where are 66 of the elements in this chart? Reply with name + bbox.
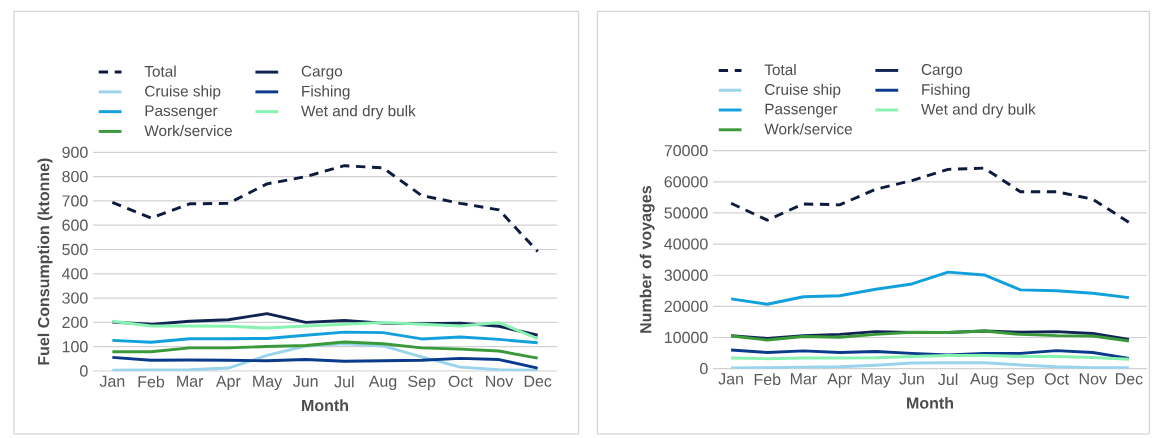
x-tick-label: Feb (138, 375, 165, 388)
legend-label: Total (764, 63, 796, 76)
line-series (110, 330, 540, 345)
legend-label: Work/service (144, 124, 232, 137)
x-tick-label: Dec (524, 375, 552, 387)
y-tick-label: 10000 (665, 331, 708, 344)
legend-label: Cruise ship (145, 85, 221, 100)
legend-label: Work/service (764, 123, 852, 135)
x-tick-label: Jun (899, 373, 924, 385)
y-axis-title: Number of voyages (639, 186, 655, 333)
legend-label: Cargo (921, 64, 963, 78)
y-tick-label: 20000 (664, 300, 708, 313)
x-tick-label: May (253, 375, 283, 391)
x-tick-label: Apr (215, 375, 241, 391)
y-tick-label: 0 (700, 362, 708, 375)
y-tick-label: 500 (62, 243, 88, 256)
y-tick-label: 400 (61, 268, 88, 280)
line-series (729, 166, 1131, 224)
line-series (110, 340, 540, 360)
y-tick-label: 900 (62, 146, 88, 158)
y-tick-label: 300 (62, 292, 88, 304)
legend-label: Passenger (765, 103, 838, 118)
y-tick-label: 700 (62, 195, 88, 207)
x-axis-title: Month (302, 399, 349, 412)
legend-label: Total (144, 65, 176, 77)
x-tick-label: Mar (790, 373, 817, 385)
legend-label: Passenger (145, 105, 218, 120)
x-tick-label: Sep (408, 375, 436, 391)
x-tick-label: Mar (177, 375, 204, 387)
x-tick-label: Jul (334, 375, 354, 388)
y-tick-label: 60000 (664, 176, 708, 188)
x-tick-label: Nov (486, 375, 514, 387)
legend-label: Fishing (302, 85, 350, 100)
y-axis-title: Fuel Consumption (ktonne) (37, 158, 53, 365)
legend-label: Fishing (922, 83, 970, 98)
y-tick-label: 0 (80, 365, 88, 377)
x-tick-label: Jul (938, 373, 958, 386)
legend-label: Wet and dry bulk (301, 105, 416, 120)
y-tick-label: 30000 (664, 269, 708, 281)
x-axis-title: Month (907, 397, 953, 409)
legend-label: Wet and dry bulk (921, 103, 1036, 118)
legend-label: Cargo (301, 65, 343, 80)
line-series (729, 270, 1131, 306)
line-series (110, 164, 540, 253)
y-tick-label: 100 (62, 341, 88, 353)
x-tick-label: Jan (718, 373, 743, 385)
line-series (110, 319, 540, 341)
x-tick-label: Sep (1006, 373, 1034, 388)
x-tick-label: Jun (293, 375, 318, 387)
y-tick-label: 70000 (664, 145, 708, 157)
x-tick-label: Aug (368, 375, 397, 391)
x-tick-label: Aug (970, 373, 998, 388)
y-tick-label: 600 (62, 219, 88, 231)
y-tick-label: 800 (62, 170, 88, 183)
x-tick-label: May (861, 373, 891, 388)
x-tick-label: Feb (754, 373, 781, 386)
x-tick-label: Nov (1079, 373, 1107, 385)
y-tick-label: 200 (62, 316, 88, 329)
y-tick-label: 40000 (664, 238, 708, 250)
legend-label: Cruise ship (765, 83, 841, 98)
y-tick-label: 50000 (664, 207, 708, 219)
x-tick-label: Oct (448, 375, 473, 388)
x-tick-label: Dec (1116, 373, 1143, 385)
x-tick-label: Apr (827, 373, 852, 388)
x-tick-label: Jan (99, 375, 125, 387)
x-tick-label: Oct (1044, 373, 1069, 385)
